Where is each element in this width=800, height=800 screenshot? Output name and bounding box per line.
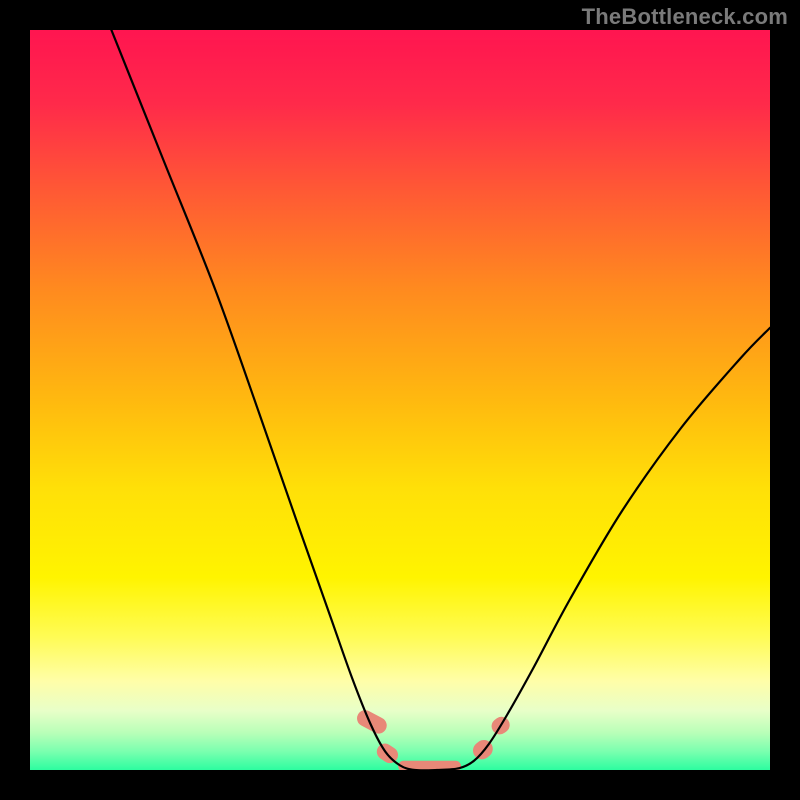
chart-frame: TheBottleneck.com [0,0,800,800]
watermark-text: TheBottleneck.com [582,4,788,30]
bottleneck-chart [0,0,800,800]
